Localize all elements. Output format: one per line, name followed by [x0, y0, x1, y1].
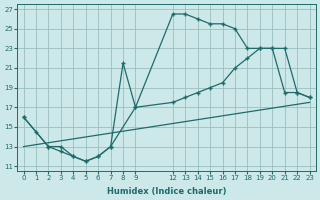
X-axis label: Humidex (Indice chaleur): Humidex (Indice chaleur) — [107, 187, 226, 196]
